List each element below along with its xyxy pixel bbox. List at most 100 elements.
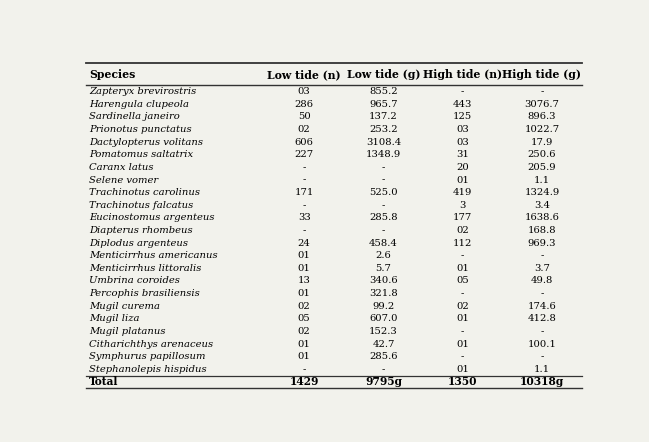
Text: 174.6: 174.6 (528, 302, 556, 311)
Text: 01: 01 (456, 175, 469, 184)
Text: 42.7: 42.7 (373, 339, 395, 349)
Text: -: - (461, 289, 465, 298)
Text: Caranx latus: Caranx latus (89, 163, 154, 172)
Text: 49.8: 49.8 (531, 277, 553, 286)
Text: 250.6: 250.6 (528, 150, 556, 159)
Text: 137.2: 137.2 (369, 112, 398, 122)
Text: 1.1: 1.1 (534, 175, 550, 184)
Text: 3.4: 3.4 (534, 201, 550, 210)
Text: 01: 01 (456, 314, 469, 324)
Text: 965.7: 965.7 (369, 100, 398, 109)
Text: 01: 01 (298, 352, 311, 361)
Text: High tide (n): High tide (n) (423, 69, 502, 80)
Text: 5.7: 5.7 (376, 264, 391, 273)
Text: -: - (382, 201, 385, 210)
Text: 205.9: 205.9 (528, 163, 556, 172)
Text: 01: 01 (298, 251, 311, 260)
Text: 01: 01 (298, 339, 311, 349)
Text: Trachinotus carolinus: Trachinotus carolinus (89, 188, 200, 197)
Text: 24: 24 (298, 239, 311, 248)
Text: -: - (302, 365, 306, 374)
Text: -: - (540, 289, 544, 298)
Text: 168.8: 168.8 (528, 226, 556, 235)
Text: 969.3: 969.3 (528, 239, 556, 248)
Text: 1.1: 1.1 (534, 365, 550, 374)
Text: -: - (302, 226, 306, 235)
Text: Low tide (n): Low tide (n) (267, 69, 341, 80)
Text: Total: Total (89, 377, 119, 388)
Text: -: - (302, 175, 306, 184)
Text: 31: 31 (456, 150, 469, 159)
Text: 01: 01 (456, 339, 469, 349)
Text: 3108.4: 3108.4 (366, 137, 401, 147)
Text: 3: 3 (459, 201, 466, 210)
Text: Pomatomus saltatrix: Pomatomus saltatrix (89, 150, 193, 159)
Text: -: - (382, 163, 385, 172)
Text: High tide (g): High tide (g) (502, 69, 582, 80)
Text: Dactylopterus volitans: Dactylopterus volitans (89, 137, 203, 147)
Text: 3076.7: 3076.7 (524, 100, 559, 109)
Text: -: - (540, 327, 544, 336)
Text: Mugil platanus: Mugil platanus (89, 327, 165, 336)
Text: 112: 112 (453, 239, 472, 248)
Text: 125: 125 (453, 112, 472, 122)
Text: 50: 50 (298, 112, 310, 122)
Text: 1429: 1429 (289, 377, 319, 388)
Text: Mugil curema: Mugil curema (89, 302, 160, 311)
Text: 443: 443 (453, 100, 472, 109)
Text: Zapteryx brevirostris: Zapteryx brevirostris (89, 87, 197, 96)
Text: 1022.7: 1022.7 (524, 125, 559, 134)
Text: -: - (382, 226, 385, 235)
Text: 01: 01 (298, 289, 311, 298)
Text: 01: 01 (456, 264, 469, 273)
Text: -: - (461, 327, 465, 336)
Text: -: - (382, 175, 385, 184)
Text: 13: 13 (298, 277, 311, 286)
Text: 412.8: 412.8 (528, 314, 556, 324)
Text: 17.9: 17.9 (531, 137, 553, 147)
Text: Eucinostomus argenteus: Eucinostomus argenteus (89, 213, 215, 222)
Text: Diplodus argenteus: Diplodus argenteus (89, 239, 188, 248)
Text: Stephanolepis hispidus: Stephanolepis hispidus (89, 365, 207, 374)
Text: 253.2: 253.2 (369, 125, 398, 134)
Text: 05: 05 (298, 314, 310, 324)
Text: 152.3: 152.3 (369, 327, 398, 336)
Text: -: - (461, 352, 465, 361)
Text: 286: 286 (295, 100, 313, 109)
Text: 340.6: 340.6 (369, 277, 398, 286)
Text: -: - (540, 87, 544, 96)
Text: 321.8: 321.8 (369, 289, 398, 298)
Text: 896.3: 896.3 (528, 112, 556, 122)
Text: Diapterus rhombeus: Diapterus rhombeus (89, 226, 193, 235)
Text: 458.4: 458.4 (369, 239, 398, 248)
Text: Umbrina coroides: Umbrina coroides (89, 277, 180, 286)
Text: 05: 05 (456, 277, 469, 286)
Text: 3.7: 3.7 (534, 264, 550, 273)
Text: 2.6: 2.6 (376, 251, 391, 260)
Text: 01: 01 (298, 264, 311, 273)
Text: 1350: 1350 (448, 377, 478, 388)
Text: Percophis brasiliensis: Percophis brasiliensis (89, 289, 200, 298)
Text: 02: 02 (456, 302, 469, 311)
Text: 177: 177 (453, 213, 472, 222)
Text: Menticirrhus americanus: Menticirrhus americanus (89, 251, 218, 260)
Text: 285.8: 285.8 (369, 213, 398, 222)
Text: 855.2: 855.2 (369, 87, 398, 96)
Text: -: - (461, 251, 465, 260)
Text: Mugil liza: Mugil liza (89, 314, 140, 324)
Text: 02: 02 (298, 327, 310, 336)
Text: 525.0: 525.0 (369, 188, 398, 197)
Text: Citharichthys arenaceus: Citharichthys arenaceus (89, 339, 214, 349)
Text: Sardinella janeiro: Sardinella janeiro (89, 112, 180, 122)
Text: 606: 606 (295, 137, 313, 147)
Text: Menticirrhus littoralis: Menticirrhus littoralis (89, 264, 202, 273)
Text: Trachinotus falcatus: Trachinotus falcatus (89, 201, 193, 210)
Text: 607.0: 607.0 (369, 314, 398, 324)
Text: 03: 03 (456, 137, 469, 147)
Text: 100.1: 100.1 (528, 339, 556, 349)
Text: 171: 171 (295, 188, 314, 197)
Text: 01: 01 (456, 365, 469, 374)
Text: 1324.9: 1324.9 (524, 188, 559, 197)
Text: -: - (540, 352, 544, 361)
Text: -: - (302, 163, 306, 172)
